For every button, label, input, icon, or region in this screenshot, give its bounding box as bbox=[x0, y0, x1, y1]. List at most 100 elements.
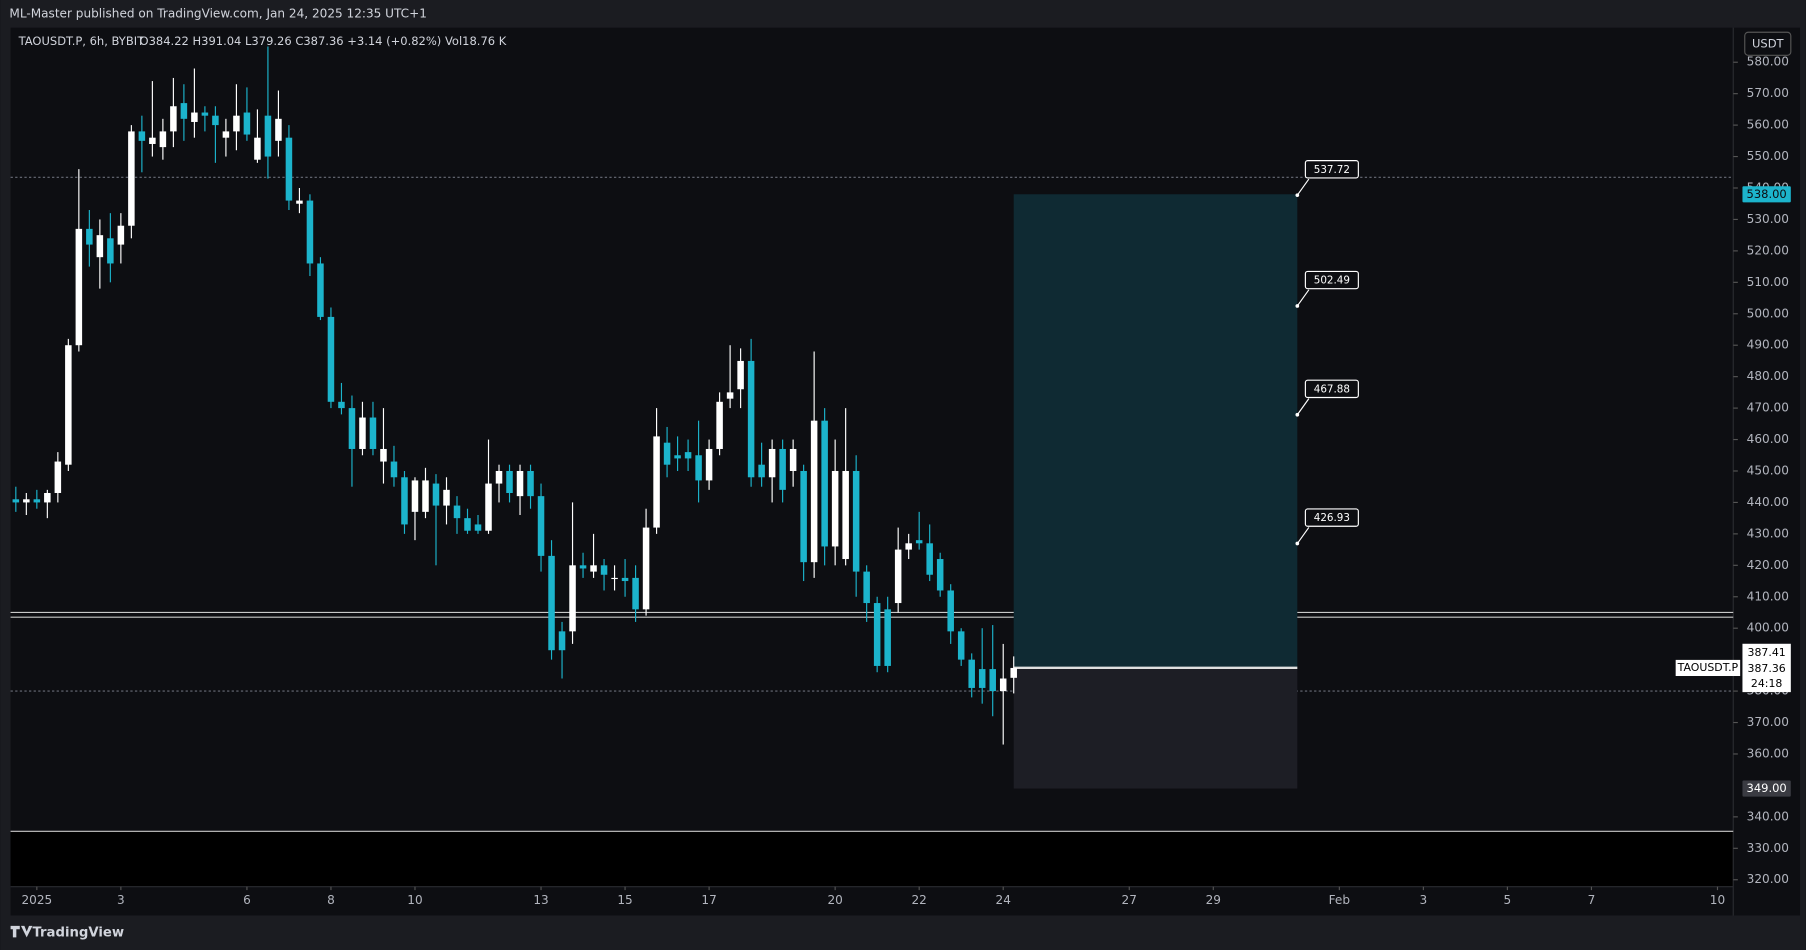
candle-body bbox=[75, 228, 83, 346]
candle-body bbox=[33, 499, 41, 503]
candle-body bbox=[401, 477, 408, 525]
candle-body bbox=[453, 505, 461, 519]
candle-body bbox=[443, 489, 450, 506]
candle-body bbox=[989, 669, 996, 692]
candle-body bbox=[548, 555, 555, 651]
level-connector bbox=[1296, 527, 1310, 544]
countdown: 24:18 bbox=[1751, 677, 1783, 690]
candle-body bbox=[327, 316, 335, 402]
x-tick-label: 15 bbox=[617, 893, 632, 907]
x-tick-label: 3 bbox=[117, 893, 125, 907]
candle-body bbox=[527, 470, 534, 497]
x-tick-label: 10 bbox=[407, 893, 422, 907]
y-tick-label: 320.00 bbox=[1747, 872, 1789, 886]
last-label: 387.36 bbox=[1748, 662, 1786, 675]
candle-body bbox=[894, 549, 902, 604]
candle-body bbox=[411, 480, 419, 512]
level-connector bbox=[1296, 178, 1310, 196]
candle-body bbox=[170, 106, 177, 132]
candle-body bbox=[96, 235, 104, 258]
candle-body bbox=[747, 360, 755, 478]
candle-body bbox=[674, 455, 681, 459]
currency-button[interactable] bbox=[1744, 31, 1792, 56]
candle-body bbox=[138, 131, 146, 141]
candle-body bbox=[768, 448, 776, 478]
plot-area bbox=[10, 27, 1734, 916]
candle-body bbox=[936, 559, 944, 591]
candle-body bbox=[264, 115, 272, 157]
x-tick-label: 20 bbox=[827, 893, 842, 907]
candle-body bbox=[1010, 667, 1017, 678]
symbol: TAOUSDT.P, 6h, BYBIT bbox=[18, 34, 145, 48]
candle-body bbox=[107, 238, 114, 264]
candle-body bbox=[495, 470, 503, 484]
candle-body bbox=[474, 524, 482, 531]
x-tick-label: 3 bbox=[1420, 893, 1428, 907]
y-tick-label: 450.00 bbox=[1747, 463, 1789, 477]
candle-body bbox=[180, 103, 188, 119]
bid-label: 387.41 bbox=[1748, 646, 1786, 659]
candle-body bbox=[611, 577, 618, 580]
candle-body bbox=[978, 669, 986, 688]
candle-body bbox=[306, 200, 314, 264]
candle-body bbox=[590, 565, 597, 572]
level-label: 467.88 bbox=[1314, 383, 1350, 395]
candle-body bbox=[642, 527, 650, 610]
level-connector bbox=[1296, 289, 1310, 307]
candle-body bbox=[821, 420, 828, 547]
candle-body bbox=[957, 631, 965, 660]
symbol-tag bbox=[1675, 659, 1741, 677]
candle-body bbox=[999, 678, 1007, 692]
candle-body bbox=[86, 228, 93, 245]
x-tick-label: Feb bbox=[1329, 893, 1350, 907]
price-tag bbox=[1742, 780, 1791, 797]
y-tick-label: 330.00 bbox=[1747, 841, 1789, 855]
level-label: 537.72 bbox=[1314, 164, 1350, 176]
y-tick-label: 360.00 bbox=[1747, 746, 1789, 760]
candle-body bbox=[222, 131, 230, 138]
candle-body bbox=[684, 452, 692, 459]
candle-body bbox=[737, 360, 744, 390]
publisher: ML-Master published on TradingView.com, … bbox=[9, 6, 427, 20]
candle-body bbox=[621, 577, 629, 582]
price-tag-label: 349.00 bbox=[1747, 781, 1787, 795]
y-tick-label: 550.00 bbox=[1747, 149, 1789, 163]
level-label: 426.93 bbox=[1314, 512, 1350, 524]
candle-body bbox=[432, 483, 440, 506]
candle-body bbox=[359, 417, 366, 449]
candle-body bbox=[579, 565, 587, 569]
x-tick-label: 8 bbox=[327, 893, 335, 907]
x-tick-label: 7 bbox=[1588, 893, 1596, 907]
candle-body bbox=[212, 115, 219, 126]
candle-body bbox=[705, 448, 713, 481]
candle-body bbox=[390, 461, 398, 478]
candle-body bbox=[905, 543, 912, 550]
x-tick-label: 6 bbox=[243, 893, 251, 907]
candle-body bbox=[800, 470, 807, 563]
loss-zone bbox=[1013, 667, 1298, 789]
candle-body bbox=[716, 401, 723, 449]
y-tick-label: 400.00 bbox=[1747, 621, 1789, 635]
candle-body bbox=[65, 345, 72, 465]
level-box bbox=[1304, 379, 1359, 399]
y-tick-label: 430.00 bbox=[1747, 526, 1789, 540]
price-axis bbox=[1733, 27, 1801, 916]
candle-body bbox=[296, 200, 303, 204]
x-tick-label: 5 bbox=[1504, 893, 1512, 907]
y-tick-label: 580.00 bbox=[1747, 55, 1789, 69]
x-tick-label: 22 bbox=[911, 893, 926, 907]
candle-body bbox=[54, 461, 62, 493]
price-tag bbox=[1742, 186, 1791, 203]
y-tick-label: 490.00 bbox=[1747, 338, 1789, 352]
y-tick-label: 570.00 bbox=[1747, 86, 1789, 100]
candle-body bbox=[338, 401, 345, 409]
candle-body bbox=[569, 565, 576, 632]
candle-body bbox=[726, 392, 734, 399]
candle-body bbox=[233, 115, 240, 132]
currency[interactable]: USDT bbox=[1752, 36, 1785, 50]
level-box bbox=[1304, 160, 1359, 179]
candle-body bbox=[422, 480, 429, 512]
x-tick-label: 2025 bbox=[21, 893, 52, 907]
